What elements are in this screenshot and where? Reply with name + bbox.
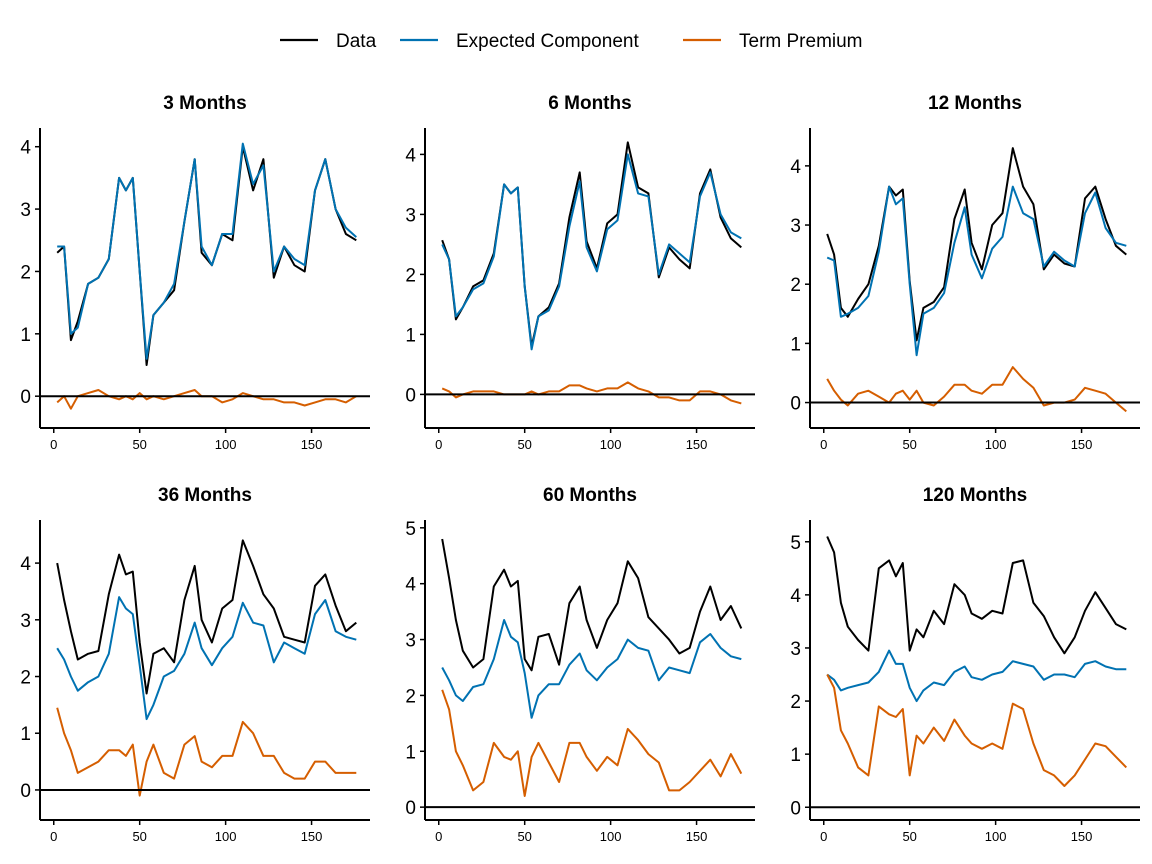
series-line-term-premium [441, 381, 742, 405]
x-tick-label: 50 [902, 437, 916, 452]
y-tick-label: 1 [790, 334, 801, 355]
series-line-data [826, 536, 1127, 655]
y-tick-label: 1 [790, 745, 801, 766]
x-tick-label: 150 [686, 437, 708, 452]
y-tick-label: 3 [20, 611, 31, 632]
y-tick-label: 3 [790, 639, 801, 660]
y-tick-label: 0 [20, 387, 31, 408]
panel-0: 3 Months 0 1 2 3 4 0 50 100 150 [20, 93, 370, 452]
x-tick-label: 100 [985, 829, 1007, 844]
x-tick-label: 100 [600, 829, 622, 844]
x-tick-label: 150 [686, 829, 708, 844]
y-tick-label: 4 [790, 157, 801, 178]
series-line-term-premium [826, 674, 1128, 787]
x-tick-label: 150 [301, 829, 323, 844]
y-tick-label: 4 [790, 586, 801, 607]
y-tick-label: 2 [20, 668, 31, 689]
y-tick-label: 3 [405, 205, 416, 226]
y-tick-label: 2 [405, 686, 416, 707]
x-tick-label: 0 [435, 829, 442, 844]
y-tick-label: 4 [20, 554, 31, 575]
x-tick-label: 50 [132, 829, 146, 844]
y-tick-label: 4 [20, 138, 31, 159]
y-tick-label: 2 [405, 265, 416, 286]
series-line-data [441, 538, 743, 672]
y-tick-label: 0 [20, 781, 31, 802]
y-tick-label: 2 [790, 275, 801, 296]
y-tick-label: 5 [790, 533, 801, 554]
series-line-term-premium [441, 689, 743, 797]
y-tick-label: 4 [405, 575, 416, 596]
x-tick-label: 0 [435, 437, 442, 452]
series-line-data [56, 539, 357, 695]
x-tick-label: 100 [215, 437, 237, 452]
x-tick-label: 50 [902, 829, 916, 844]
y-tick-label: 0 [790, 798, 801, 819]
legend: Data Expected Component Term Premium [280, 31, 863, 52]
y-tick-label: 1 [405, 742, 416, 763]
y-tick-label: 2 [790, 692, 801, 713]
y-tick-label: 4 [405, 145, 416, 166]
panel-title: 120 Months [923, 485, 1028, 506]
series-line-term-premium [56, 707, 357, 797]
series-line-expected-component [441, 153, 742, 351]
x-tick-label: 100 [215, 829, 237, 844]
panel-1: 6 Months 0 1 2 3 4 0 50 100 150 [405, 93, 755, 452]
panel-3: 36 Months 0 1 2 3 4 0 50 100 150 [20, 485, 370, 844]
series-line-data [441, 141, 742, 348]
panel-title: 12 Months [928, 93, 1022, 114]
x-tick-label: 150 [1071, 829, 1093, 844]
panel-2: 12 Months 0 1 2 3 4 0 50 100 150 [790, 93, 1140, 452]
series-line-term-premium [826, 366, 1127, 413]
panel-title: 36 Months [158, 485, 252, 506]
y-tick-label: 1 [20, 724, 31, 745]
x-tick-label: 50 [517, 829, 531, 844]
series-line-expected-component [57, 142, 357, 360]
x-tick-label: 0 [820, 829, 827, 844]
series-line-expected-component [56, 596, 357, 721]
y-tick-label: 0 [405, 385, 416, 406]
series-line-expected-component [826, 649, 1127, 703]
legend-label-0: Data [336, 31, 377, 52]
x-tick-label: 0 [820, 437, 827, 452]
series-line-data [826, 147, 1127, 342]
y-tick-label: 1 [405, 325, 416, 346]
y-tick-label: 0 [405, 798, 416, 819]
y-tick-label: 3 [790, 216, 801, 237]
x-tick-label: 100 [600, 437, 622, 452]
series-line-term-premium [56, 389, 357, 410]
x-tick-label: 0 [50, 437, 57, 452]
x-tick-label: 150 [1071, 437, 1093, 452]
y-tick-label: 5 [405, 519, 416, 540]
legend-label-2: Term Premium [739, 31, 863, 52]
panel-title: 60 Months [543, 485, 637, 506]
legend-label-1: Expected Component [456, 31, 639, 52]
y-tick-label: 3 [20, 200, 31, 221]
y-tick-label: 1 [20, 325, 31, 346]
y-tick-label: 3 [405, 631, 416, 652]
x-tick-label: 0 [50, 829, 57, 844]
series-line-expected-component [441, 619, 742, 719]
series-line-expected-component [826, 185, 1127, 357]
panel-title: 3 Months [163, 93, 246, 114]
x-tick-label: 150 [301, 437, 323, 452]
x-tick-label: 50 [517, 437, 531, 452]
y-tick-label: 0 [790, 394, 801, 415]
x-tick-label: 50 [132, 437, 146, 452]
panel-title: 6 Months [548, 93, 631, 114]
y-tick-label: 2 [20, 262, 31, 283]
x-tick-label: 100 [985, 437, 1007, 452]
